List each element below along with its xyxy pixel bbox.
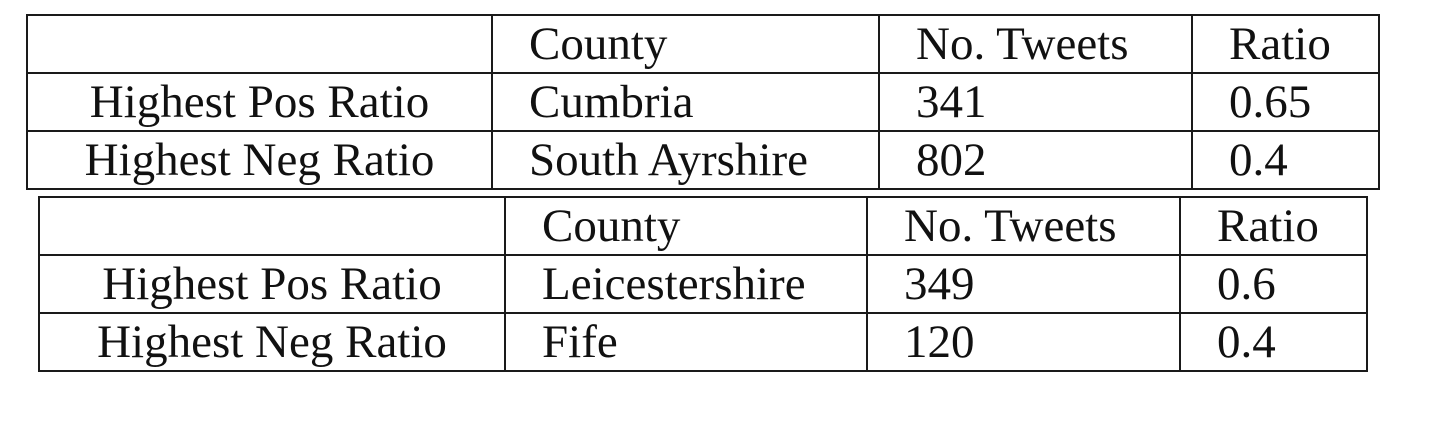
county-cell: Leicestershire: [504, 254, 868, 314]
county-cell: South Ayrshire: [491, 130, 880, 190]
table-row: Highest Pos Ratio Leicestershire 349 0.6: [38, 254, 1368, 314]
header-empty-cell: [26, 14, 493, 74]
sentiment-table-1: County No. Tweets Ratio Highest Pos Rati…: [26, 14, 1380, 190]
ratio-cell: 0.4: [1191, 130, 1380, 190]
tweets-cell: 802: [878, 130, 1193, 190]
county-cell: Cumbria: [491, 72, 880, 132]
header-empty-cell: [38, 196, 506, 256]
header-county: County: [504, 196, 868, 256]
header-ratio: Ratio: [1179, 196, 1368, 256]
ratio-cell: 0.65: [1191, 72, 1380, 132]
sentiment-table-2: County No. Tweets Ratio Highest Pos Rati…: [38, 196, 1368, 372]
ratio-cell: 0.6: [1179, 254, 1368, 314]
tweets-cell: 341: [878, 72, 1193, 132]
table-row: Highest Neg Ratio South Ayrshire 802 0.4: [26, 130, 1380, 190]
tweets-cell: 120: [866, 312, 1181, 372]
header-no-tweets: No. Tweets: [878, 14, 1193, 74]
table-row: Highest Pos Ratio Cumbria 341 0.65: [26, 72, 1380, 132]
row-label: Highest Neg Ratio: [26, 130, 493, 190]
table-header-row: County No. Tweets Ratio: [38, 196, 1368, 256]
tweets-cell: 349: [866, 254, 1181, 314]
table-row: Highest Neg Ratio Fife 120 0.4: [38, 312, 1368, 372]
row-label: Highest Neg Ratio: [38, 312, 506, 372]
header-ratio: Ratio: [1191, 14, 1380, 74]
table-header-row: County No. Tweets Ratio: [26, 14, 1380, 74]
header-county: County: [491, 14, 880, 74]
county-cell: Fife: [504, 312, 868, 372]
header-no-tweets: No. Tweets: [866, 196, 1181, 256]
row-label: Highest Pos Ratio: [38, 254, 506, 314]
row-label: Highest Pos Ratio: [26, 72, 493, 132]
ratio-cell: 0.4: [1179, 312, 1368, 372]
